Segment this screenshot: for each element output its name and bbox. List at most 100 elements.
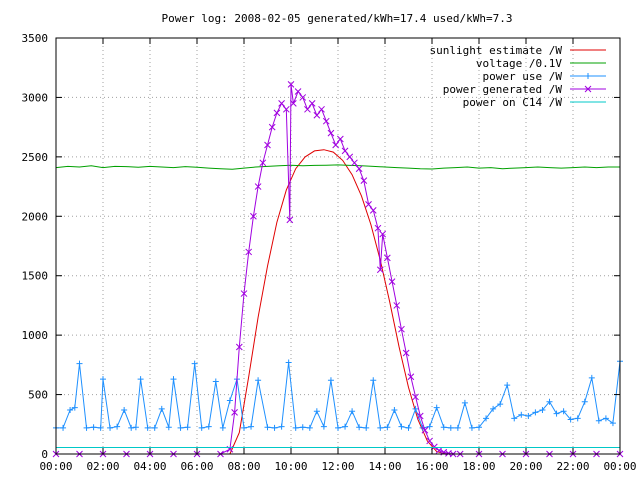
- data-point: [158, 405, 165, 412]
- data-point: [226, 397, 233, 404]
- data-point: [264, 424, 271, 431]
- legend-label: power use /W: [483, 70, 563, 83]
- data-point: [177, 424, 184, 431]
- axes: 0 500 1000 1500 2000 2500 3000 3500 00:00 02:00 04…: [22, 32, 637, 473]
- data-point: [231, 409, 238, 416]
- data-point: [609, 420, 616, 427]
- data-point: [332, 141, 340, 149]
- data-point: [313, 111, 321, 119]
- data-point: [356, 424, 363, 431]
- x-tick-label: 08:00: [227, 460, 260, 473]
- data-point: [416, 412, 424, 420]
- data-point: [318, 105, 325, 113]
- data-point: [132, 424, 139, 431]
- series-1: [55, 164, 620, 170]
- data-point: [212, 378, 219, 385]
- data-point: [278, 100, 285, 107]
- x-tick-label: 02:00: [86, 460, 119, 473]
- data-point: [360, 177, 368, 184]
- legend-marker: [585, 73, 591, 79]
- data-point: [393, 302, 401, 309]
- data-point: [391, 407, 398, 414]
- y-tick-label: 1500: [22, 270, 49, 283]
- data-point: [532, 409, 539, 416]
- y-tick-label: 2500: [22, 151, 49, 164]
- data-point: [407, 373, 415, 381]
- data-point: [313, 408, 320, 415]
- data-point: [341, 147, 349, 155]
- legend-item: power use /W: [483, 70, 606, 83]
- data-point: [299, 94, 307, 101]
- data-point: [369, 206, 377, 214]
- data-point: [83, 424, 90, 431]
- data-point: [454, 424, 461, 431]
- data-point: [398, 423, 405, 430]
- data-point: [255, 377, 262, 384]
- data-point: [184, 424, 191, 431]
- data-point: [128, 424, 135, 431]
- series-line: [55, 164, 620, 170]
- data-point: [327, 129, 335, 137]
- data-point: [240, 290, 248, 297]
- data-point: [144, 424, 151, 431]
- series-2: [53, 358, 623, 431]
- data-point: [308, 100, 316, 107]
- series-0: [229, 149, 447, 455]
- data-point: [245, 248, 253, 256]
- x-tick-label: 20:00: [509, 460, 542, 473]
- x-tick-label: 14:00: [368, 460, 401, 473]
- x-tick-label: 12:00: [321, 460, 354, 473]
- data-point: [574, 415, 581, 422]
- data-point: [306, 424, 313, 431]
- data-point: [490, 405, 497, 412]
- legend-item: power generated /W: [443, 83, 606, 96]
- legend-item: power on C14 /W: [463, 96, 606, 109]
- data-point: [287, 81, 295, 88]
- data-point: [595, 417, 602, 424]
- x-tick-label: 04:00: [133, 460, 166, 473]
- data-point: [219, 424, 226, 431]
- data-point: [191, 360, 198, 367]
- data-point: [525, 412, 532, 419]
- data-point: [468, 424, 475, 431]
- data-point: [327, 377, 334, 384]
- data-point: [273, 109, 281, 117]
- y-tick-label: 2000: [22, 210, 49, 223]
- data-point: [259, 159, 267, 167]
- data-point: [67, 407, 74, 414]
- data-point: [292, 424, 299, 431]
- x-tick-label: 06:00: [180, 460, 213, 473]
- legend-item: voltage /0.1V: [476, 57, 606, 70]
- data-point: [285, 359, 292, 366]
- data-point: [90, 424, 97, 431]
- data-point: [107, 424, 114, 431]
- legend-label: voltage /0.1V: [476, 57, 562, 70]
- data-point: [511, 415, 518, 422]
- data-point: [71, 404, 78, 411]
- legend-item: sunlight estimate /W: [430, 44, 606, 57]
- legend-label: sunlight estimate /W: [430, 44, 563, 57]
- data-point: [114, 423, 121, 430]
- data-point: [282, 105, 290, 113]
- data-point: [365, 201, 372, 208]
- data-point: [289, 100, 297, 107]
- x-tick-label: 22:00: [556, 460, 589, 473]
- data-point: [294, 88, 302, 95]
- data-point: [97, 424, 104, 431]
- data-point: [355, 165, 363, 173]
- x-tick-label: 18:00: [462, 460, 495, 473]
- y-tick-label: 1000: [22, 329, 49, 342]
- data-point: [268, 123, 276, 131]
- data-point: [426, 423, 433, 430]
- data-point: [440, 424, 447, 431]
- data-point: [351, 159, 358, 167]
- data-point: [320, 423, 327, 430]
- y-tick-label: 3500: [22, 32, 49, 45]
- x-tick-label: 10:00: [274, 460, 307, 473]
- data-point: [170, 376, 177, 383]
- data-point: [286, 216, 294, 224]
- data-point: [299, 424, 306, 431]
- data-point: [165, 424, 172, 431]
- data-point: [388, 278, 396, 286]
